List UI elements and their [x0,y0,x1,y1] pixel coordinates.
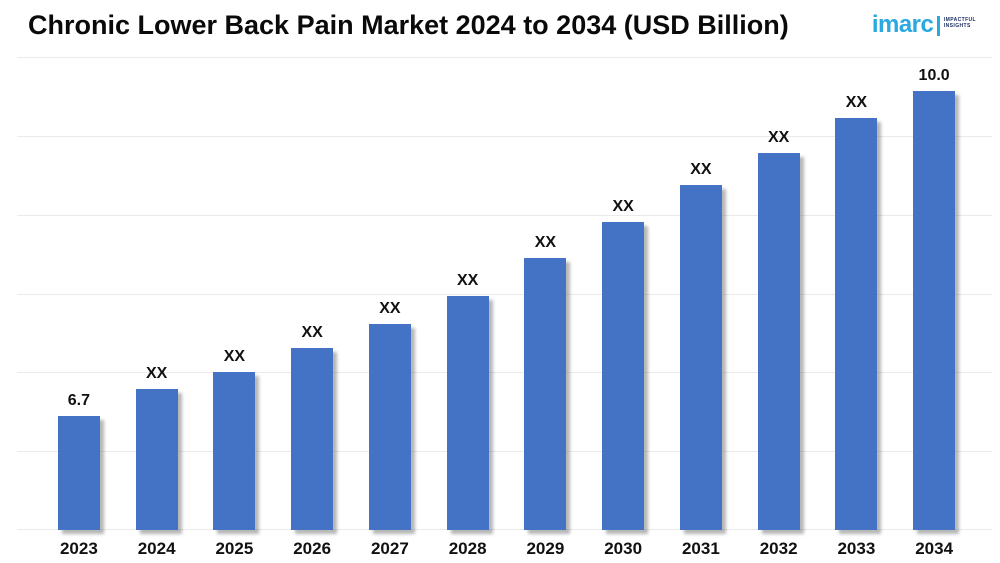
bar-column: XX 2026 [273,57,351,558]
bar-column: XX 2028 [429,57,507,558]
bar-column: XX 2031 [662,57,740,558]
bar-column: XX 2032 [740,57,818,558]
x-axis-year-label: 2034 [915,539,954,558]
bar [757,153,800,530]
bar-value-label: 10.0 [918,67,950,84]
bar [913,91,956,530]
gridline [17,372,992,374]
x-axis-year-label: 2023 [59,539,98,558]
bar [57,416,100,530]
bar [524,258,567,530]
bar [213,372,256,530]
bar [291,348,334,530]
bar-value-label: XX [534,234,557,251]
x-axis-year-label: 2031 [681,539,720,558]
imarc-logo-tagline-line2: INSIGHTS [943,23,971,29]
bar-column: XX 2029 [507,57,585,558]
gridline [17,214,992,216]
bar-column: 6.7 2023 [40,57,118,558]
bar [368,324,411,530]
bar [679,185,722,530]
gridline [17,529,992,530]
gridline [17,135,992,137]
bar-column: 10.0 2034 [895,57,973,558]
x-axis-year-label: 2029 [526,539,565,558]
x-axis-year-label: 2033 [837,539,876,558]
imarc-logo-tagline: IMPACTFUL INSIGHTS [944,17,976,29]
gridline [17,451,992,453]
imarc-logo-divider [937,16,940,36]
bar-column: XX 2024 [118,57,196,558]
bar-value-label: XX [612,198,634,215]
chart-title: Chronic Lower Back Pain Market 2024 to 2… [28,10,789,40]
x-axis-year-label: 2030 [604,539,643,558]
bar [602,222,645,530]
x-axis-year-label: 2028 [448,539,487,558]
bar-value-label: XX [145,365,168,382]
imarc-logo: imarc IMPACTFUL INSIGHTS [872,12,976,38]
x-axis-year-label: 2024 [137,539,176,558]
bar-value-label: XX [690,161,712,178]
bar-value-label: XX [456,272,479,289]
bar [135,389,178,530]
gridline [17,293,992,295]
bar-value-label: XX [379,300,401,317]
bars-row: 6.7 2023 XX 2024 XX 2025 XX 2026 XX 2027… [40,57,973,558]
imarc-logo-tagline-line1: IMPACTFUL [943,17,976,23]
plot-area: 6.7 2023 XX 2024 XX 2025 XX 2026 XX 2027… [17,57,992,558]
x-axis-year-label: 2026 [293,539,332,558]
x-axis-year-label: 2027 [370,539,409,558]
bar-column: XX 2025 [196,57,274,558]
bar [835,118,878,530]
bar-column: XX 2027 [351,57,429,558]
gridline [17,57,992,58]
bar-value-label: XX [845,94,868,111]
bar-value-label: XX [767,129,790,146]
bar-column: XX 2033 [818,57,896,558]
bar-value-label: 6.7 [67,392,90,409]
imarc-logo-brand-text: imarc [871,11,934,38]
bar-value-label: XX [223,348,246,365]
bar [446,296,489,530]
x-axis-year-label: 2032 [759,539,798,558]
bar-column: XX 2030 [584,57,662,558]
bar-value-label: XX [301,324,323,341]
x-axis-year-label: 2025 [215,539,254,558]
